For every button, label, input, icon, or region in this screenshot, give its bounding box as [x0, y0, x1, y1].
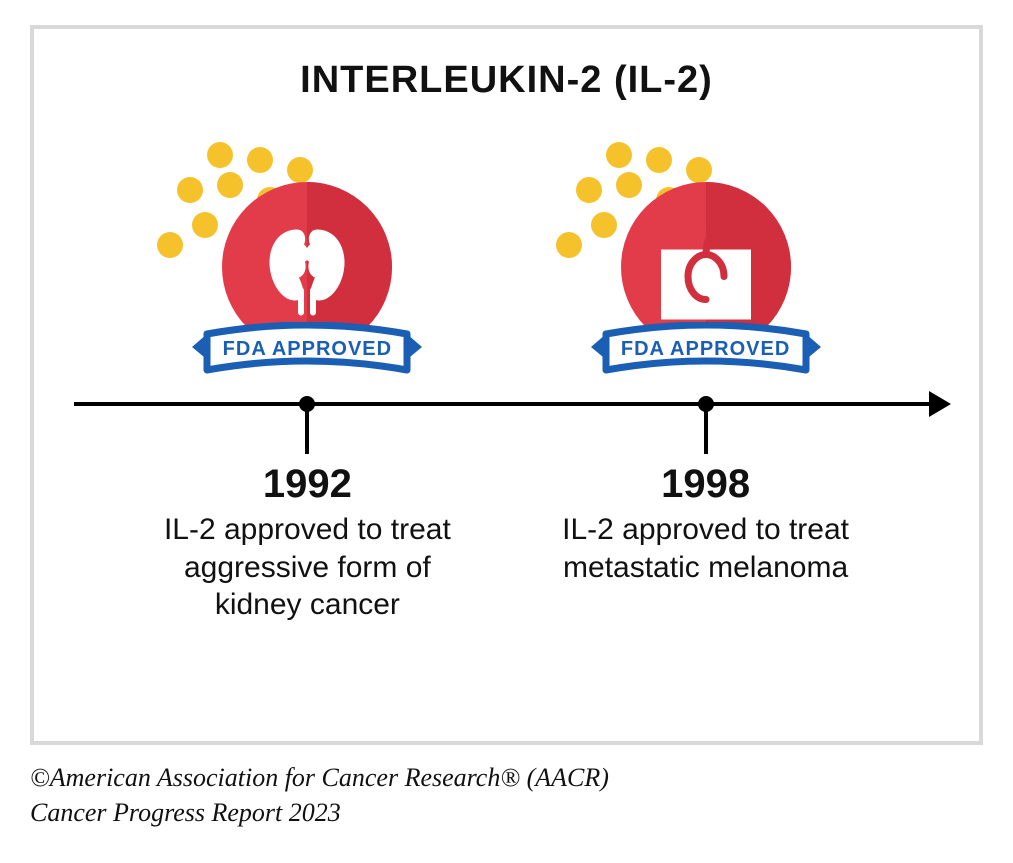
fda-approved-banner: FDA APPROVED	[192, 322, 422, 382]
timeline-tick-line	[305, 404, 309, 454]
credit-text: ©American Association for Cancer Researc…	[30, 760, 609, 830]
skin-hair-icon	[646, 205, 766, 325]
event-year: 1998	[536, 462, 876, 507]
fda-approved-label: FDA APPROVED	[591, 338, 821, 361]
timeline-axis	[74, 402, 939, 406]
kidneys-icon	[252, 210, 362, 320]
timeline-arrowhead-icon	[929, 391, 951, 417]
event-text: 1992IL-2 approved to treat aggressive fo…	[137, 462, 477, 624]
event-description: IL-2 approved to treat aggressive form o…	[137, 511, 477, 624]
infographic-frame: INTERLEUKIN-2 (IL-2) FDA APPROVED1992IL-…	[30, 25, 983, 745]
event-description: IL-2 approved to treat metastatic melano…	[536, 511, 876, 586]
timeline: FDA APPROVED 1992IL-2 approved to treat a…	[54, 102, 959, 702]
credit-line-2: Cancer Progress Report 2023	[30, 795, 609, 830]
fda-approved-banner: FDA APPROVED	[591, 322, 821, 382]
infographic-title: INTERLEUKIN-2 (IL-2)	[54, 59, 959, 102]
timeline-tick-line	[704, 404, 708, 454]
event-text: 1998IL-2 approved to treat metastatic me…	[536, 462, 876, 586]
event-year: 1992	[137, 462, 477, 507]
credit-line-1: ©American Association for Cancer Researc…	[30, 760, 609, 795]
fda-approved-label: FDA APPROVED	[192, 338, 422, 361]
